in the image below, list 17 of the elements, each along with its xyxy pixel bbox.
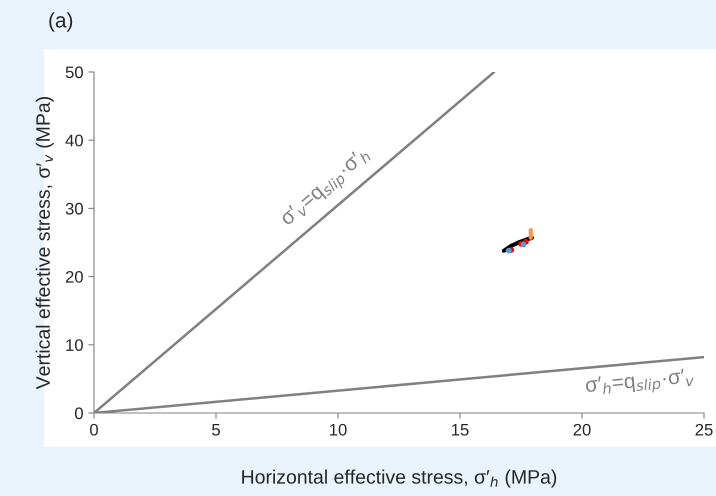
y-tick-label: 10 — [66, 339, 83, 352]
y-axis-title: Vertical effective stress, σ′$_{v}$ (MPa) — [36, 97, 54, 390]
y-tick-label: 20 — [66, 271, 83, 283]
x-tick-label: 5 — [212, 424, 220, 436]
x-tick-label: 0 — [90, 424, 98, 436]
y-tick-label: 50 — [66, 66, 83, 78]
annotation: σ′$_{h}$=q$_{slip}$·σ′$_{v}$ — [585, 368, 695, 398]
annotation: σ′$_{v}$=q$_{slip}$·σ′$_{h}$ — [278, 145, 374, 231]
x-tick-label: 25 — [696, 424, 713, 436]
x-tick-label: 15 — [452, 424, 469, 436]
x-tick-label: 20 — [574, 424, 591, 436]
chart-title: (a) — [49, 12, 72, 32]
y-tick-label: 40 — [65, 134, 83, 146]
x-axis-title: Horizontal effective stress, σ′$_{h}$ (MPa) — [242, 470, 556, 488]
x-tick-label: 10 — [330, 424, 347, 436]
y-tick-label: 0 — [74, 407, 83, 420]
y-tick-label: 30 — [66, 202, 83, 215]
